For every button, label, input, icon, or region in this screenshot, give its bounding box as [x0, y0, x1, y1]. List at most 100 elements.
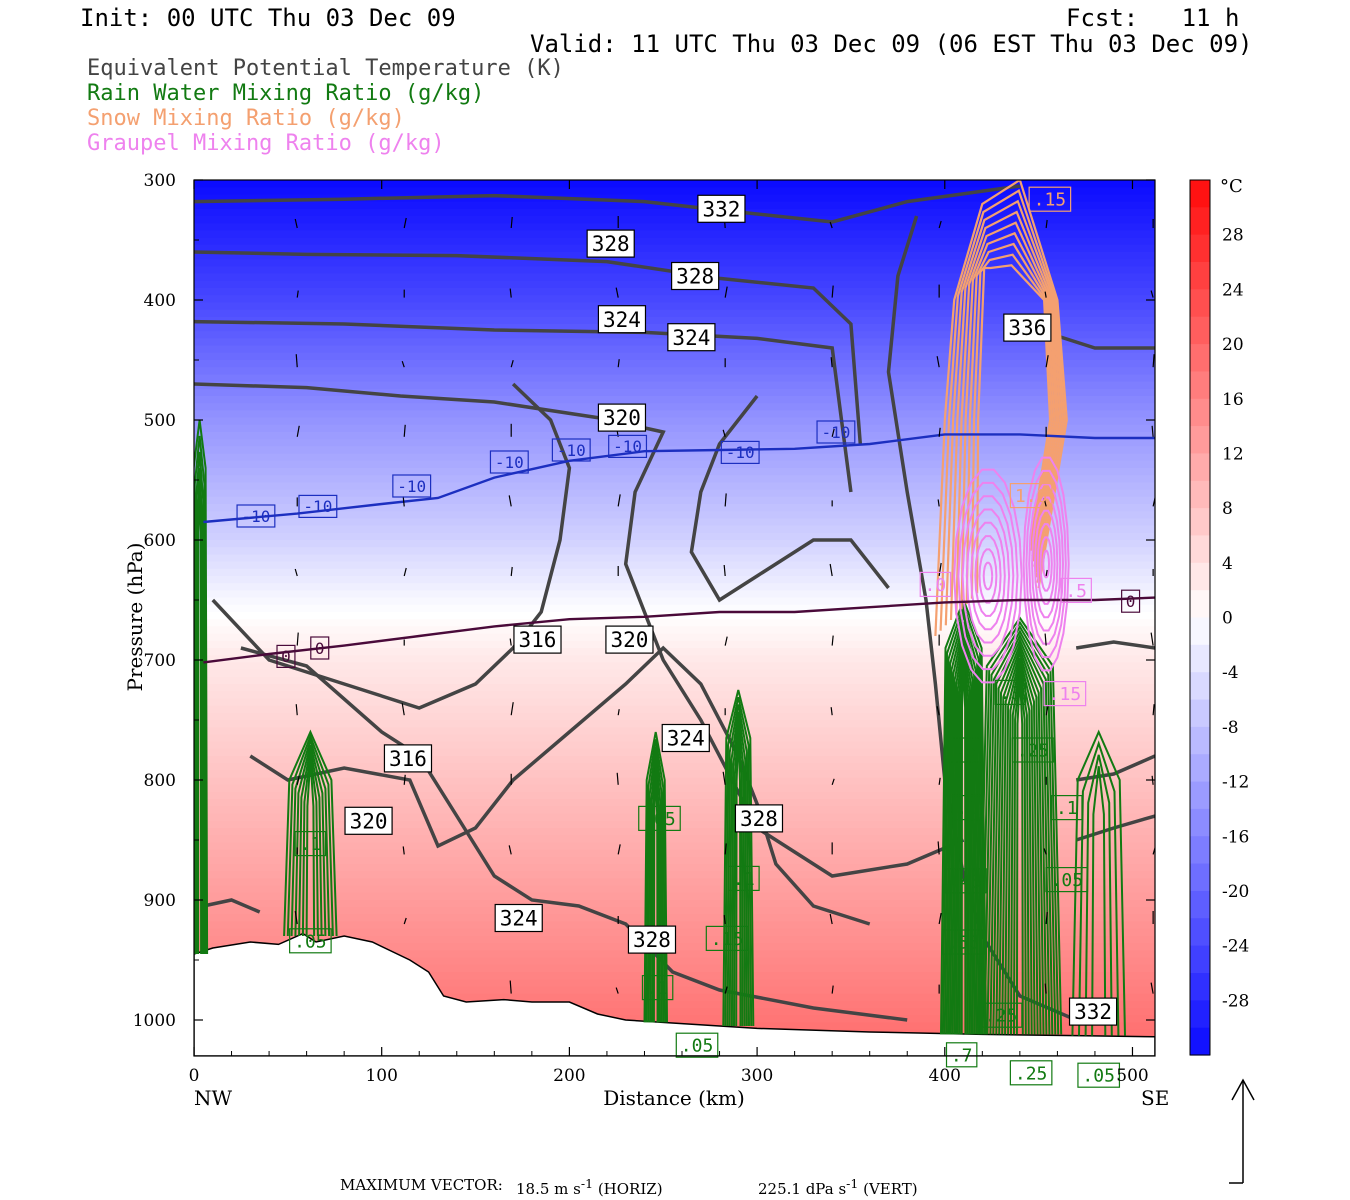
colorbar-swatch: [1190, 890, 1210, 919]
isotherm-label-box: [392, 474, 432, 498]
colorbar-swatch: [1190, 699, 1210, 728]
rain-label-box: [994, 679, 1027, 706]
rain-contour: [960, 659, 967, 1035]
temperature-band: [194, 669, 1155, 678]
temperature-band: [194, 698, 1155, 707]
temperature-band: [194, 396, 1155, 404]
rain-label-box: [951, 794, 984, 821]
graupel-contour: [1042, 549, 1050, 579]
colorbar-tick-label: 0: [1222, 609, 1233, 629]
contour-labels: 332 328 328 324 324 320 316 320 324 316 320 328 324 3…: [236, 186, 1141, 1088]
wind-vector: [724, 986, 728, 994]
wind-vector: [296, 425, 300, 437]
plot-frame: [193, 179, 1156, 1057]
rain-contour: [977, 616, 1063, 1035]
isotherm-line: [203, 596, 1155, 664]
rain-contour: [953, 637, 974, 1035]
temperature-band: [194, 806, 1155, 815]
colorbar-swatch: [1190, 726, 1210, 755]
temperature-band: [194, 417, 1155, 426]
snow-contour: [949, 210, 1062, 621]
wind-vector: [508, 495, 512, 507]
rain-label-box: [1051, 794, 1083, 821]
theta-e-label: 328: [734, 804, 784, 833]
temperature-band: [194, 597, 1155, 606]
theta-e-label-text: 336: [1008, 316, 1046, 340]
rain-contour: [1071, 729, 1126, 1036]
isotherm-label-box: [551, 438, 591, 462]
temperature-band: [194, 424, 1155, 433]
theta-e-label-text: 328: [676, 265, 714, 289]
isotherm-label: -10: [816, 420, 856, 444]
isotherm-label-text: -10: [726, 443, 755, 462]
theta-e-label-box: [1068, 997, 1118, 1026]
temperature-band: [194, 770, 1155, 779]
temperature-band: [194, 1000, 1155, 1009]
rain-label: .1: [1051, 794, 1083, 821]
isotherm-label-text: -10: [557, 441, 586, 460]
rain-label-box: [728, 865, 760, 892]
wind-vector: [1045, 705, 1049, 716]
isotherm-label: -10: [298, 494, 338, 518]
reference-vector-arrow: [1229, 1078, 1255, 1184]
temperature-band: [194, 309, 1155, 318]
rain-label-box: [1045, 866, 1089, 893]
graupel-label-text: .15: [1049, 684, 1082, 705]
theta-e-label: 320: [597, 403, 647, 432]
theta-e-label-text: 320: [350, 809, 388, 833]
snow-contour: [976, 264, 1052, 594]
rain-label: .1: [294, 830, 327, 857]
wind-vector: [938, 777, 941, 785]
isotherm-label-box: [489, 450, 529, 474]
rain-contour: [652, 768, 659, 1023]
graupel-contour: [1022, 456, 1070, 672]
temperature-band: [194, 640, 1155, 649]
rain-label-box: [705, 925, 749, 952]
temperature-band: [194, 900, 1155, 908]
theta-e-label-box: [383, 744, 433, 773]
snow-contour: [970, 253, 1054, 599]
theta-e-label: 324: [667, 323, 716, 352]
wind-vector: [510, 216, 513, 229]
colorbar-swatch: [1190, 781, 1210, 810]
rain-contour: [647, 746, 665, 1023]
isotherm-label-box: [1121, 589, 1141, 613]
snow-label-text: 1.0: [1015, 486, 1048, 507]
max-vector-vert-value: 225.1 dPa s: [758, 1180, 847, 1198]
wind-vector: [831, 428, 835, 437]
wind-vector: [617, 359, 620, 368]
temperature-band: [194, 684, 1155, 692]
colorbar-tick-label: 12: [1222, 444, 1244, 464]
rain-label: .15: [705, 925, 749, 952]
y-tick-label: 500: [144, 411, 176, 431]
rain-label: .05: [1077, 1062, 1121, 1088]
temperature-band: [194, 633, 1155, 642]
wind-vector: [509, 980, 512, 994]
temperature-band: [194, 194, 1155, 203]
rain-contour: [980, 620, 1060, 1035]
rain-contour: [1010, 666, 1030, 1035]
rain-contour: [955, 643, 973, 1035]
rain-label: .05: [289, 928, 332, 954]
rain-contour: [286, 733, 334, 937]
rain-label: .45: [944, 868, 987, 894]
temperature-band: [194, 482, 1155, 491]
temperature-band: [194, 799, 1155, 807]
wind-vector: [1045, 911, 1048, 925]
wind-vector: [723, 914, 726, 925]
wind-vector: [938, 427, 941, 437]
temperature-band: [194, 784, 1155, 793]
wind-vector: [403, 774, 406, 785]
wind-vector: [617, 494, 621, 507]
wind-vector: [508, 845, 512, 855]
temperature-band: [194, 619, 1155, 627]
isotherm-label-box: [720, 440, 760, 464]
colorbar-swatch: [1190, 672, 1210, 701]
isotherm-label-box: [236, 504, 276, 528]
colorbar: 28 24 20 16 12 8 4 0 -4 -8 -12 -16 -20 -24 -28: [1189, 179, 1249, 1056]
rain-label-box: [945, 1042, 978, 1068]
temperature-band: [194, 662, 1155, 671]
rain-label: .05: [675, 1032, 719, 1058]
colorbar-swatch: [1190, 836, 1210, 865]
theta-e-label-box: [344, 806, 393, 835]
